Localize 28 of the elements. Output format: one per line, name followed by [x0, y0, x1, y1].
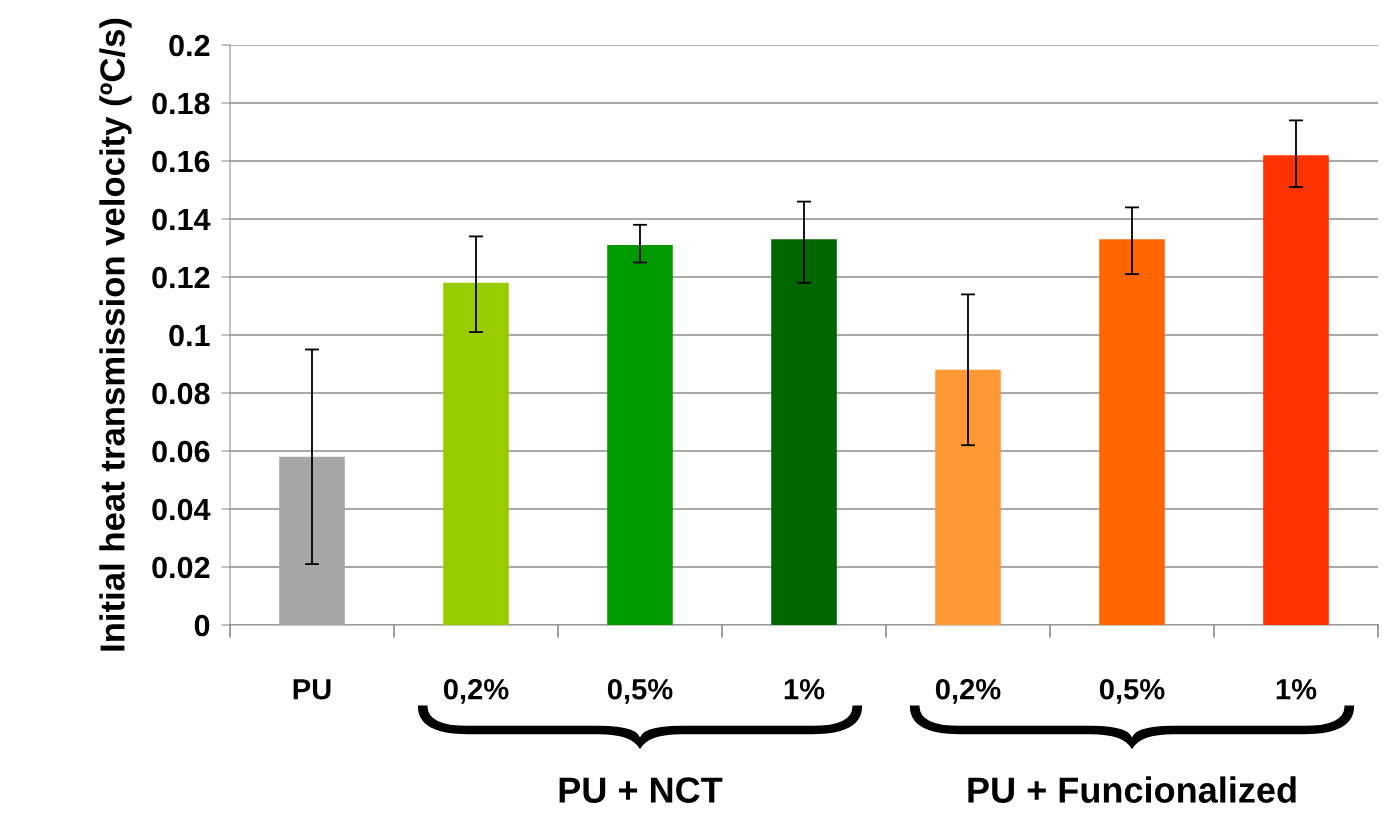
y-tick-label: 0.02	[152, 556, 210, 579]
y-tick-label: 0.06	[152, 440, 210, 463]
bar	[279, 456, 345, 625]
y-tick-label: 0.2	[169, 34, 210, 57]
y-tick-label: 0.1	[169, 324, 210, 347]
y-tick-label: 0.08	[152, 382, 210, 405]
x-tick-label: 0,2%	[935, 678, 1001, 704]
y-tick-label: 0.12	[152, 266, 210, 289]
bar	[1099, 239, 1165, 625]
x-tick-label: 1%	[1276, 678, 1317, 700]
bar	[935, 369, 1001, 625]
text: PU + NCT	[559, 777, 723, 803]
bar	[443, 282, 509, 625]
bar	[771, 239, 837, 625]
y-axis-title: Initial heat transmission velocity (ºC/s)	[99, 18, 132, 651]
x-tick-label: 0,5%	[1099, 678, 1165, 704]
x-tick-label: 1%	[784, 678, 825, 700]
bar	[1263, 155, 1329, 625]
y-tick-label: 0.04	[152, 498, 211, 521]
y-tick-label: 0.18	[152, 92, 210, 115]
y-tick-label: 0.14	[152, 208, 211, 231]
x-tick-label: 0,5%	[607, 678, 673, 704]
x-tick-label: 0,2%	[443, 678, 509, 704]
bar	[607, 245, 673, 625]
text: PU + Funcionalized	[968, 776, 1296, 803]
y-tick-label: 0.16	[152, 150, 210, 173]
y-tick-label: 0	[194, 614, 210, 637]
x-tick-label: PU	[293, 679, 331, 700]
